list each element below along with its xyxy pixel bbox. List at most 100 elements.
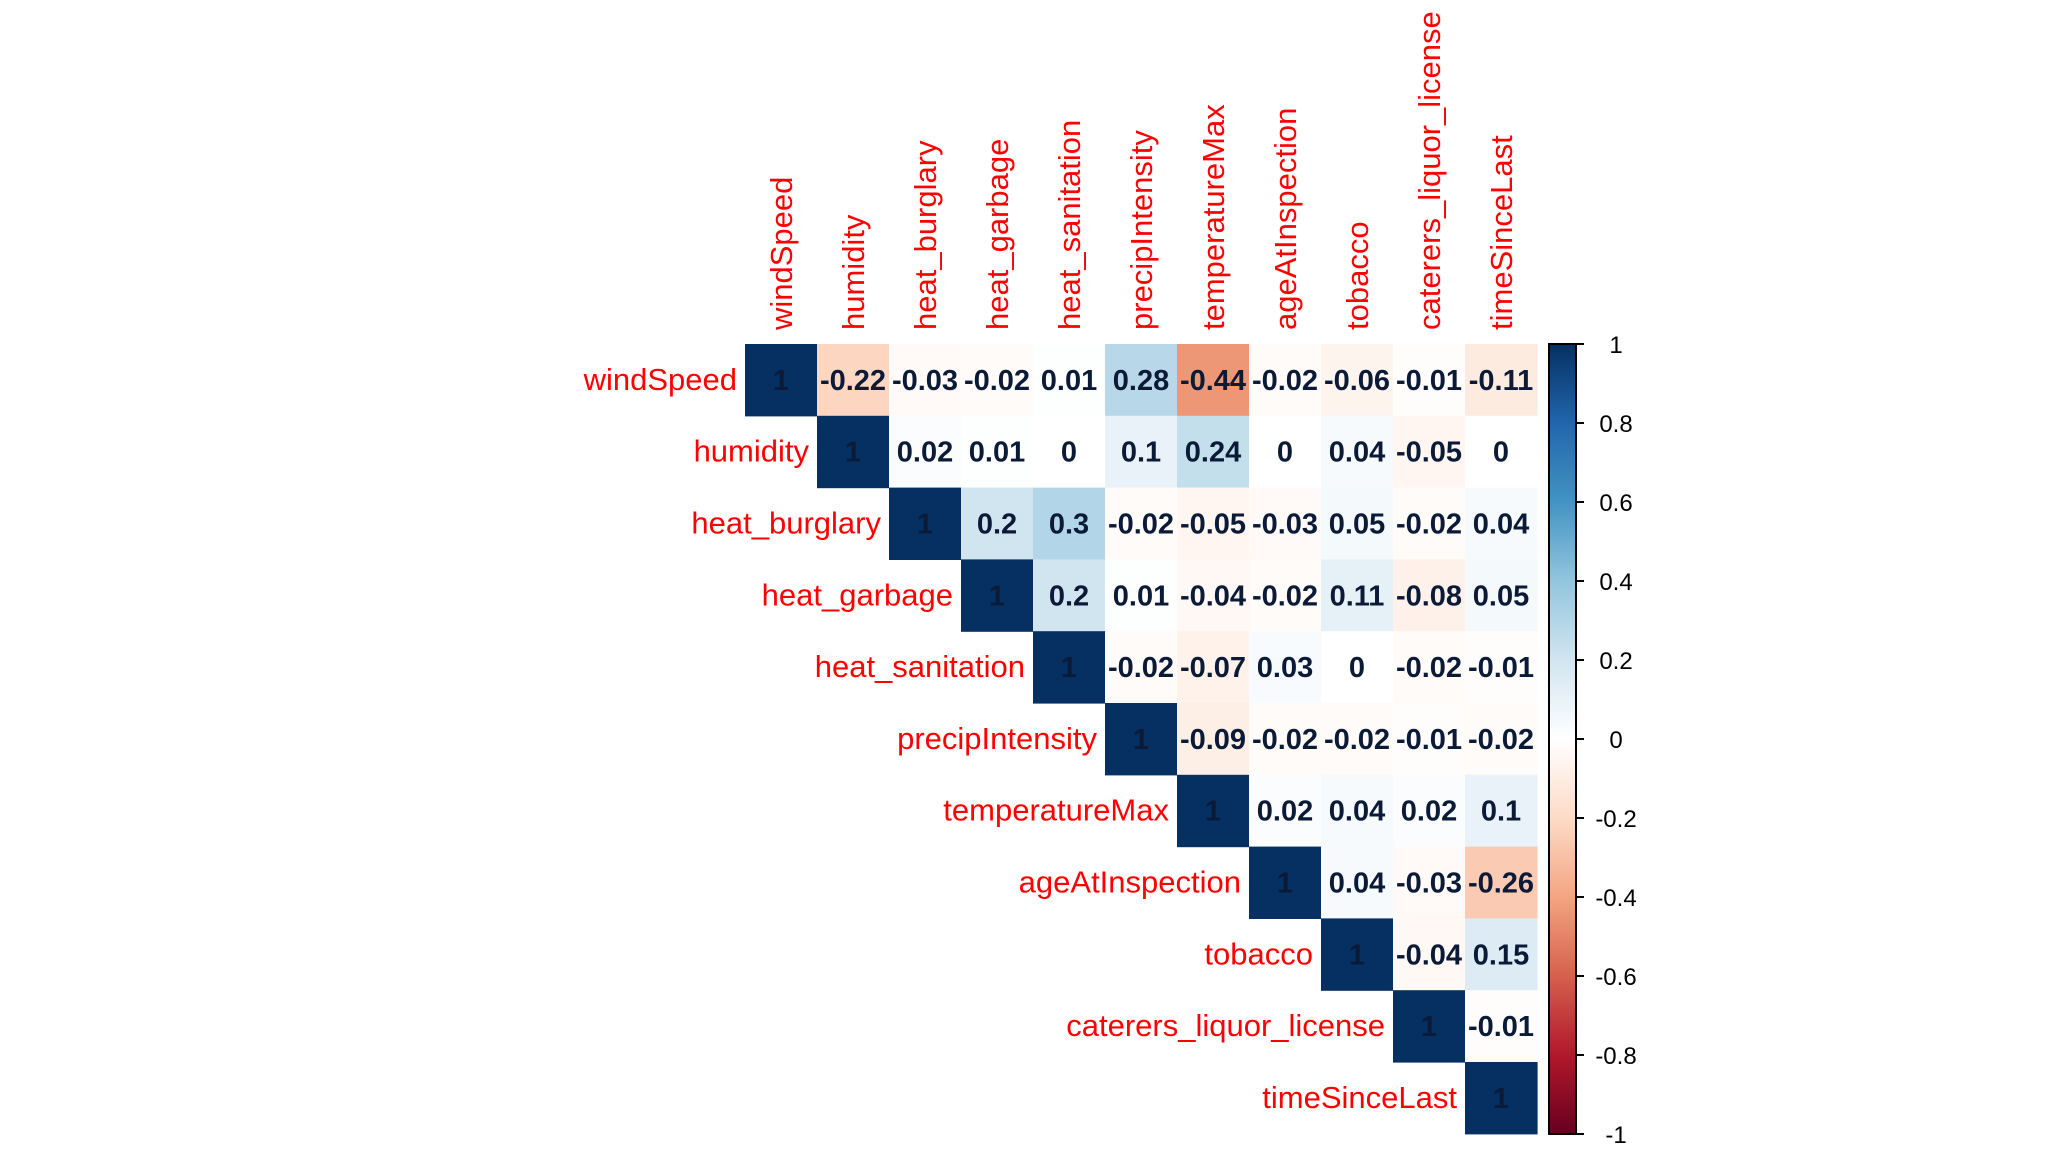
heatmap-cell: [1393, 774, 1466, 848]
cell-value-label: -0.09: [1180, 724, 1246, 756]
heatmap-cell: [1249, 774, 1322, 848]
colorbar-tick-label: 0.6: [1599, 490, 1632, 517]
heatmap-cell: [1321, 918, 1394, 991]
column-label: ageAtInspection: [1268, 108, 1303, 330]
heatmap-cell: [1465, 918, 1538, 991]
heatmap-cell: [1393, 846, 1466, 919]
heatmap-cell: [1033, 344, 1106, 417]
heatmap-cell: [1465, 703, 1538, 776]
cell-value-label: -0.07: [1180, 652, 1246, 684]
heatmap-cell: [889, 344, 962, 417]
column-label: timeSinceLast: [1484, 135, 1519, 330]
cell-value-label: 0.01: [1041, 365, 1097, 397]
heatmap-cell: [817, 415, 890, 489]
heatmap-cell: [1393, 918, 1466, 991]
heatmap-cell: [1393, 703, 1466, 776]
cell-value-label: 0.2: [977, 509, 1017, 541]
cell-value-label: -0.02: [964, 365, 1030, 397]
heatmap-cell: [1177, 487, 1250, 560]
cell-value-label: -0.02: [1108, 652, 1174, 684]
row-label: precipIntensity: [897, 721, 1097, 756]
cell-value-label: -0.04: [1180, 580, 1246, 612]
cell-value-label: -0.22: [820, 365, 886, 397]
heatmap-cell: [1105, 415, 1178, 489]
cell-value-label: -0.02: [1324, 724, 1390, 756]
cell-value-label: 0.02: [1401, 796, 1457, 828]
cell-value-label: 0.04: [1329, 437, 1385, 469]
column-label: precipIntensity: [1124, 130, 1159, 330]
heatmap-cell: [1465, 487, 1538, 560]
colorbar-tick-label: -0.6: [1595, 964, 1636, 991]
cell-value-label: -0.02: [1108, 509, 1174, 541]
cell-value-label: 1: [1421, 1011, 1437, 1043]
colorbar-tick-label: -1: [1605, 1122, 1626, 1149]
cell-value-label: -0.01: [1396, 365, 1462, 397]
cell-value-label: -0.26: [1468, 868, 1534, 900]
heatmap-cell: [1465, 631, 1538, 704]
cell-value-label: 0.05: [1473, 580, 1529, 612]
heatmap-cell: [961, 415, 1034, 489]
cell-value-label: -0.03: [1396, 868, 1462, 900]
heatmap-cell: [1249, 703, 1322, 776]
cell-value-label: 1: [1205, 796, 1221, 828]
heatmap-cell: [745, 344, 818, 417]
cell-value-label: 0.02: [897, 437, 953, 469]
cell-value-label: 0.1: [1481, 796, 1521, 828]
cell-value-label: 0.01: [1113, 580, 1169, 612]
heatmap-cell: [1465, 774, 1538, 848]
heatmap-cell: [1249, 846, 1322, 919]
heatmap-cell: [1177, 415, 1250, 489]
heatmap-cell: [1321, 344, 1394, 417]
colorbar-tick-label: 1: [1609, 332, 1622, 359]
cell-value-label: -0.02: [1252, 724, 1318, 756]
heatmap-cell: [1105, 487, 1178, 560]
heatmap-cell: [1105, 631, 1178, 704]
column-labels: windSpeed humidity heat_burglary heat_garba…: [764, 11, 1519, 331]
cell-value-label: -0.05: [1396, 437, 1462, 469]
column-label: caterers_liquor_license: [1412, 11, 1447, 330]
cell-value-label: -0.03: [892, 365, 958, 397]
heatmap-cell: [1177, 774, 1250, 848]
colorbar-gradient: [1548, 343, 1577, 1135]
row-label: windSpeed: [583, 362, 737, 397]
cell-value-label: -0.11: [1469, 365, 1534, 397]
heatmap-cell: [1393, 415, 1466, 489]
heatmap-cell: [961, 559, 1034, 632]
cell-value-label: -0.02: [1396, 652, 1462, 684]
heatmap-cell: [889, 487, 962, 560]
row-label: caterers_liquor_license: [1066, 1008, 1385, 1043]
cell-value-label: -0.08: [1396, 580, 1462, 612]
cell-value-label: -0.05: [1180, 509, 1246, 541]
cell-value-label: 0: [1493, 437, 1509, 469]
cell-value-label: -0.44: [1180, 365, 1246, 397]
heatmap-cell: [1033, 631, 1106, 704]
cell-value-label: 1: [917, 509, 933, 541]
colorbar-tick-label: 0.8: [1599, 411, 1632, 438]
heatmap-cell: [1465, 990, 1538, 1063]
heatmap-cell: [889, 415, 962, 489]
cell-value-label: 0: [1061, 437, 1077, 469]
heatmap-cell: [1033, 559, 1106, 632]
cell-value-label: 0: [1277, 437, 1293, 469]
heatmap-cell: [961, 487, 1034, 560]
heatmap-cell: [1321, 703, 1394, 776]
colorbar-tick-label: 0.2: [1599, 648, 1632, 675]
heatmap-cell: [1249, 344, 1322, 417]
cell-value-label: 0.28: [1113, 365, 1169, 397]
heatmap-cell: [1393, 487, 1466, 560]
heatmap-cell: [1249, 487, 1322, 560]
cell-value-label: 1: [989, 580, 1005, 612]
colorbar-tick-label: -0.8: [1595, 1043, 1636, 1070]
heatmap-cell: [1465, 846, 1538, 919]
cell-value-label: 1: [1493, 1083, 1509, 1115]
cell-value-label: 1: [1277, 868, 1293, 900]
colorbar-tick-label: -0.2: [1595, 806, 1636, 833]
cell-value-label: 0.01: [969, 437, 1025, 469]
heatmap-cell: [1465, 1062, 1538, 1135]
cell-value-label: 0.03: [1257, 652, 1313, 684]
heatmap-cell: [1393, 990, 1466, 1063]
row-label: temperatureMax: [943, 793, 1169, 828]
heatmap-cell: [1465, 559, 1538, 632]
heatmap-cell: [1177, 631, 1250, 704]
